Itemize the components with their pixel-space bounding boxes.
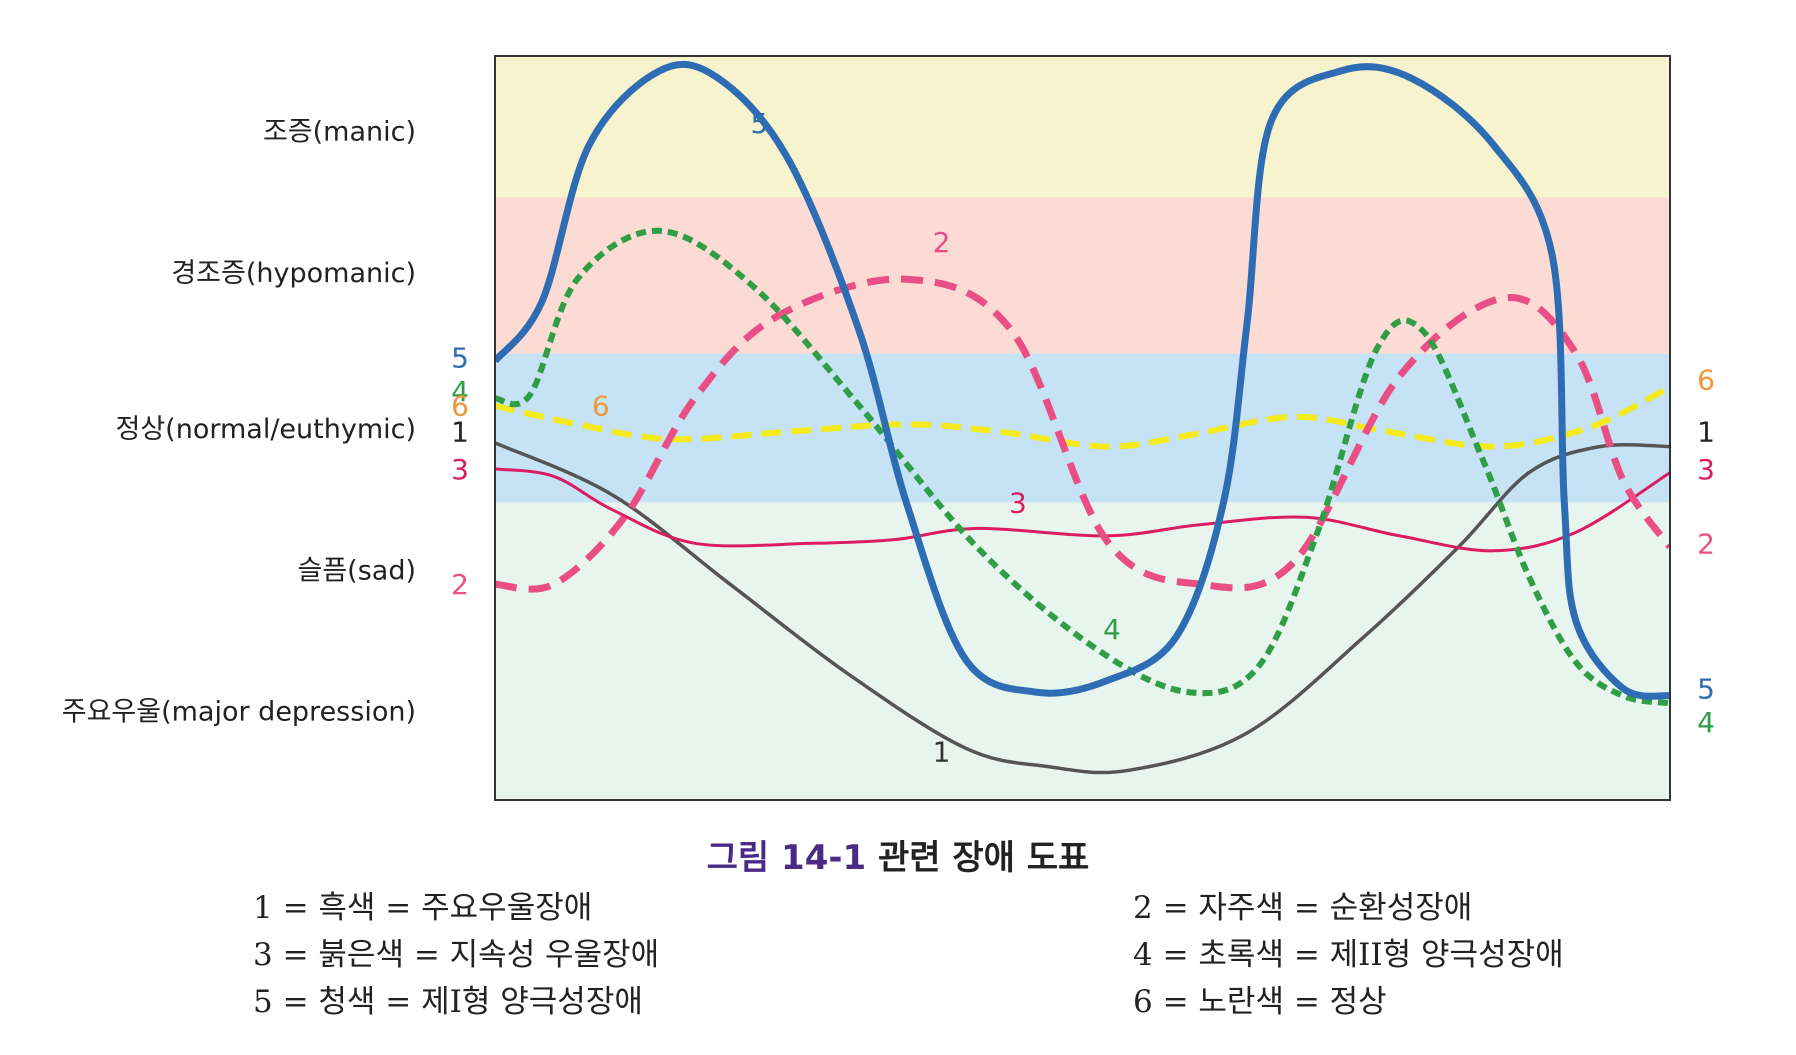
mood-level-label-2: 정상(normal/euthymic) — [116, 414, 417, 445]
series-1-start-label: 1 — [451, 416, 469, 449]
series-6-curve — [495, 384, 1670, 450]
series-1-end-label: 1 — [1697, 416, 1715, 449]
series-curve-labels: 1 2 3 4 5 6 — [592, 107, 1121, 769]
series-3-curve — [495, 467, 1670, 553]
series-4-curve — [495, 227, 1670, 707]
mood-level-label-3: 슬픔(sad) — [298, 555, 417, 586]
series-2-start-label: 2 — [451, 568, 469, 601]
mood-level-label-4: 주요우울(major depression) — [62, 697, 416, 728]
legend-entry-5: 5 = 청색 = 제I형 양극성장애 — [253, 984, 643, 1020]
series-5-curve-label: 5 — [750, 107, 768, 140]
legend-right-column: 2 = 자주색 = 순환성장애 4 = 초록색 = 제II형 양극성장애 6 =… — [1133, 885, 1564, 1026]
figure-number: 그림 14-1 — [706, 838, 867, 878]
series-2-curve-label: 2 — [933, 226, 951, 259]
figure-caption: 그림 14-1 관련 장애 도표 — [0, 830, 1796, 879]
band-manic — [495, 56, 1670, 198]
legend-entry-2: 2 = 자주색 = 순환성장애 — [1133, 890, 1473, 926]
band-hypomanic — [495, 197, 1670, 354]
series-1-curve — [495, 441, 1670, 775]
mood-level-labels: 조증(manic) 경조증(hypomanic) 정상(normal/euthymi… — [62, 116, 416, 727]
series-4-curve-label: 4 — [1103, 613, 1121, 646]
band-lower — [495, 502, 1670, 800]
legend-entry-4: 4 = 초록색 = 제II형 양극성장애 — [1133, 937, 1564, 973]
mood-level-label-0: 조증(manic) — [263, 116, 416, 147]
series-2-curve — [495, 275, 1670, 593]
mood-level-label-1: 경조증(hypomanic) — [171, 258, 416, 289]
series-4-start-label: 4 — [451, 375, 469, 408]
legend-entry-1: 1 = 흑색 = 주요우울장애 — [253, 890, 593, 926]
series-curves — [495, 60, 1670, 775]
series-5-start-label: 5 — [451, 341, 469, 374]
legend-left-column: 1 = 흑색 = 주요우울장애 3 = 붉은색 = 지속성 우울장애 5 = 청… — [253, 885, 659, 1026]
plot-frame — [494, 55, 1671, 801]
series-3-curve-label: 3 — [1009, 486, 1027, 519]
series-6-start-label: 6 — [451, 390, 469, 423]
series-3-end-label: 3 — [1697, 453, 1715, 486]
series-6-end-label: 6 — [1697, 364, 1715, 397]
band-normal — [495, 353, 1670, 503]
legend-entry-3: 3 = 붉은색 = 지속성 우울장애 — [253, 937, 660, 973]
legend-entry-6: 6 = 노란색 = 정상 — [1133, 984, 1387, 1020]
series-5-curve — [495, 60, 1670, 700]
mood-bands — [495, 56, 1670, 800]
figure-title: 관련 장애 도표 — [877, 838, 1090, 878]
series-6-curve-label: 6 — [592, 390, 610, 423]
series-1-curve-label: 1 — [933, 736, 951, 769]
series-3-start-label: 3 — [451, 453, 469, 486]
series-5-end-label: 5 — [1697, 672, 1715, 705]
series-2-end-label: 2 — [1697, 527, 1715, 560]
series-4-end-label: 4 — [1697, 706, 1715, 739]
